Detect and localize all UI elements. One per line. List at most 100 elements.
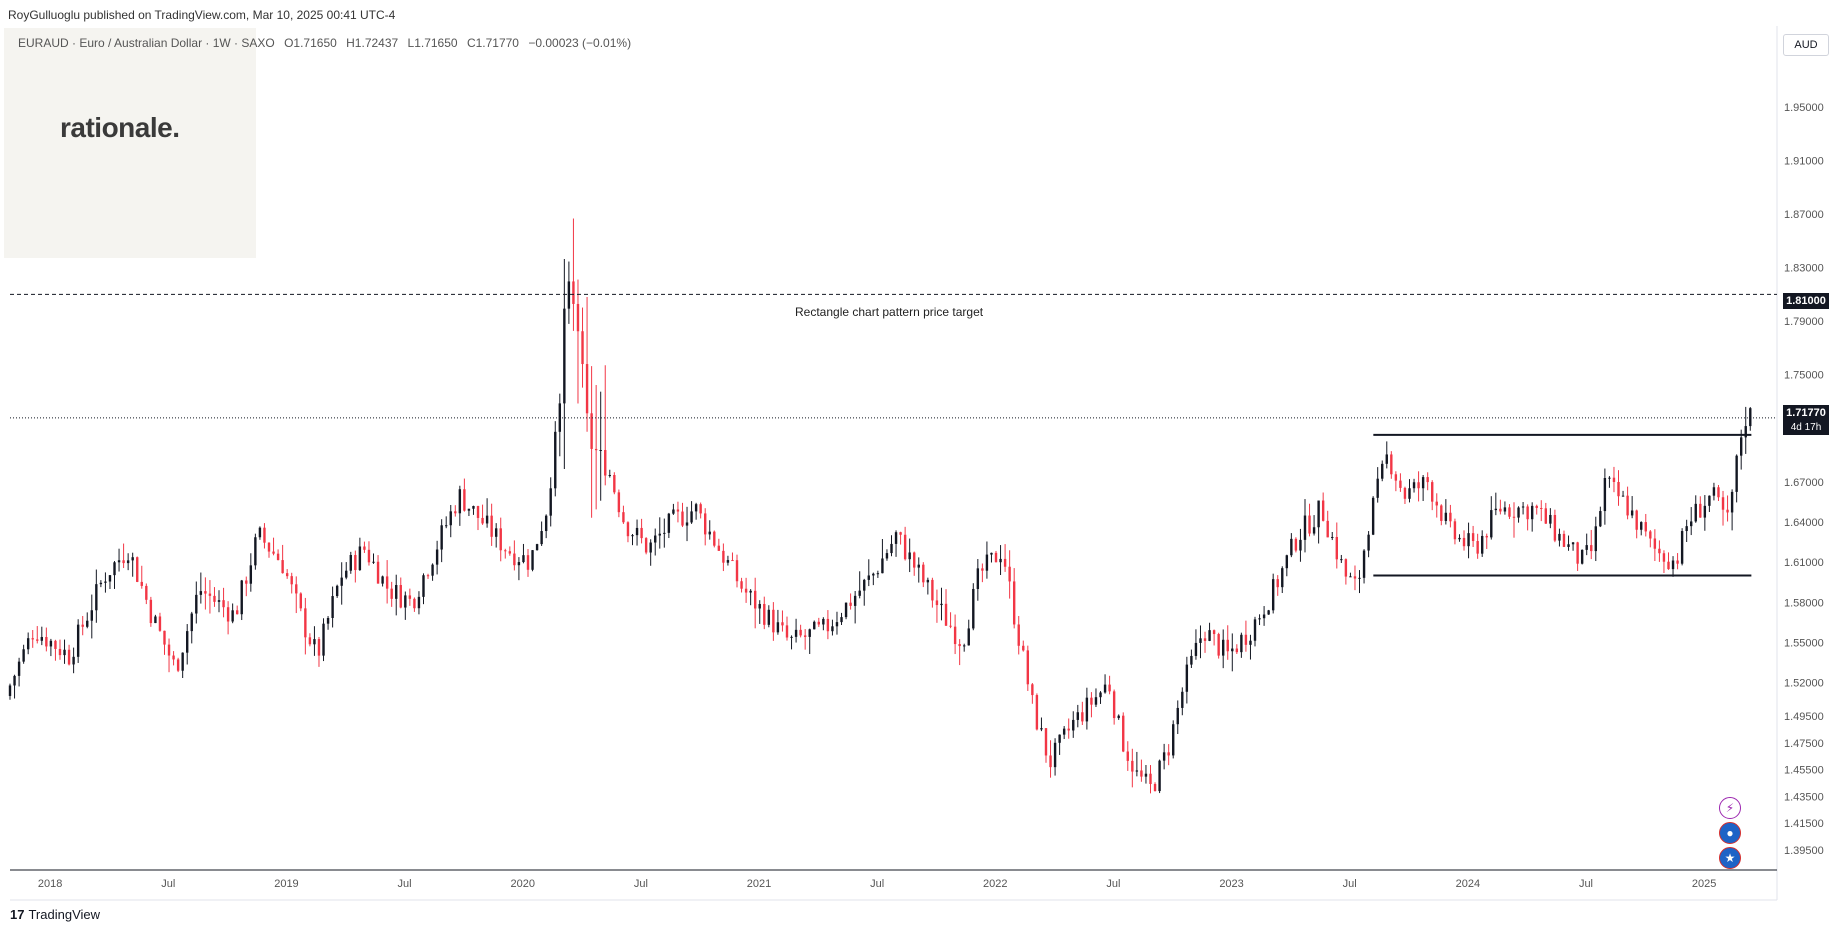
candle-body <box>63 649 66 656</box>
symbol-legend[interactable]: EURAUD · Euro / Australian Dollar · 1W ·… <box>18 36 637 50</box>
x-tick-label: Jul <box>634 878 648 890</box>
candle-body <box>985 554 989 571</box>
candle-body <box>731 560 734 562</box>
candle-body <box>1231 648 1234 652</box>
x-tick-label: 2023 <box>1219 878 1243 890</box>
flag-icon[interactable]: ★ <box>1719 847 1741 869</box>
candle-body <box>435 549 439 565</box>
candle-body <box>844 602 848 618</box>
candle-body <box>1012 581 1016 625</box>
candle-body <box>17 661 21 676</box>
candle-body <box>1172 724 1175 756</box>
candle-body <box>308 637 312 645</box>
candle-body <box>158 616 162 631</box>
x-tick-label: Jul <box>1579 878 1593 890</box>
candle-body <box>1044 728 1048 756</box>
candle-body <box>190 613 193 632</box>
x-tick-label: Jul <box>161 878 175 890</box>
candle-body <box>36 639 39 641</box>
candle-body <box>1140 770 1143 777</box>
candle-body <box>1053 742 1057 768</box>
candle-body <box>863 579 866 591</box>
candle-body <box>994 552 998 563</box>
candle-body <box>1335 536 1338 560</box>
candle-body <box>808 629 811 637</box>
candle-body <box>908 552 911 560</box>
candle-body <box>1412 482 1416 489</box>
candle-body <box>313 639 316 645</box>
y-tick-label: 1.55000 <box>1784 637 1824 649</box>
candle-body <box>72 656 75 665</box>
candle-body <box>1040 728 1043 730</box>
candle-body <box>1144 773 1148 777</box>
candle-body <box>326 617 330 624</box>
candle-body <box>1490 510 1493 538</box>
candle-body <box>249 565 253 584</box>
candle-body <box>953 626 957 645</box>
candle-body <box>1312 527 1316 534</box>
candle-body <box>776 622 780 633</box>
candle-body <box>535 544 539 551</box>
candle-body <box>926 579 930 583</box>
candle-body <box>376 561 380 584</box>
candle-body <box>22 649 25 662</box>
candle-body <box>1326 520 1329 538</box>
currency-button[interactable]: AUD <box>1783 34 1829 56</box>
candle-body <box>154 616 157 624</box>
candle-body <box>108 575 112 582</box>
candle-body <box>1262 614 1266 619</box>
candle-body <box>594 448 598 451</box>
candle-body <box>13 675 16 686</box>
candle-body <box>1276 579 1279 588</box>
candle-body <box>1099 692 1102 698</box>
lightning-icon[interactable]: ⚡ <box>1719 797 1741 819</box>
candle-body <box>340 577 343 586</box>
candle-body <box>631 535 634 537</box>
globe-icon[interactable]: ● <box>1719 822 1741 844</box>
candle-body <box>481 517 484 524</box>
candle-body <box>1308 515 1311 534</box>
candle-body <box>722 550 725 563</box>
candle-body <box>1367 534 1370 551</box>
candle-body <box>1749 408 1752 427</box>
candle-body <box>1026 650 1030 685</box>
candle-body <box>976 568 980 589</box>
candle-body <box>1621 495 1625 497</box>
candle-body <box>1503 507 1507 512</box>
candle-body <box>1240 634 1243 653</box>
candle-body <box>767 609 771 625</box>
candle-body <box>1571 542 1575 545</box>
candle-body <box>1303 515 1307 540</box>
candle-body <box>1462 537 1466 547</box>
candle-body <box>1103 684 1107 693</box>
candle-body <box>67 649 71 665</box>
candle-body <box>1603 478 1607 512</box>
tradingview-logo-icon: 17 <box>10 907 25 922</box>
candle-body <box>1540 508 1543 510</box>
candle-body <box>390 588 393 599</box>
price-target-annotation[interactable]: Rectangle chart pattern price target <box>795 305 984 319</box>
candle-body <box>1594 526 1597 552</box>
candle-body <box>276 553 280 561</box>
candle-body <box>1599 511 1602 527</box>
candle-body <box>199 591 203 595</box>
candle-body <box>699 504 702 514</box>
candle-body <box>513 553 516 566</box>
candle-body <box>1626 495 1629 516</box>
candle-body <box>1671 560 1675 570</box>
candle-body <box>913 552 916 568</box>
candle-body <box>1590 545 1593 552</box>
symbol-title[interactable]: EURAUD · Euro / Australian Dollar · 1W ·… <box>18 36 275 50</box>
candle-body <box>1630 510 1634 516</box>
candle-body <box>1249 640 1252 645</box>
candle-body <box>458 489 462 514</box>
candle-body <box>1072 719 1075 731</box>
candle-body <box>922 564 925 583</box>
candle-body <box>794 629 798 637</box>
candle-body <box>136 557 139 582</box>
candle-body <box>1181 691 1184 708</box>
candle-body <box>899 532 902 535</box>
candle-body <box>1112 691 1116 719</box>
candle-body <box>576 303 580 332</box>
